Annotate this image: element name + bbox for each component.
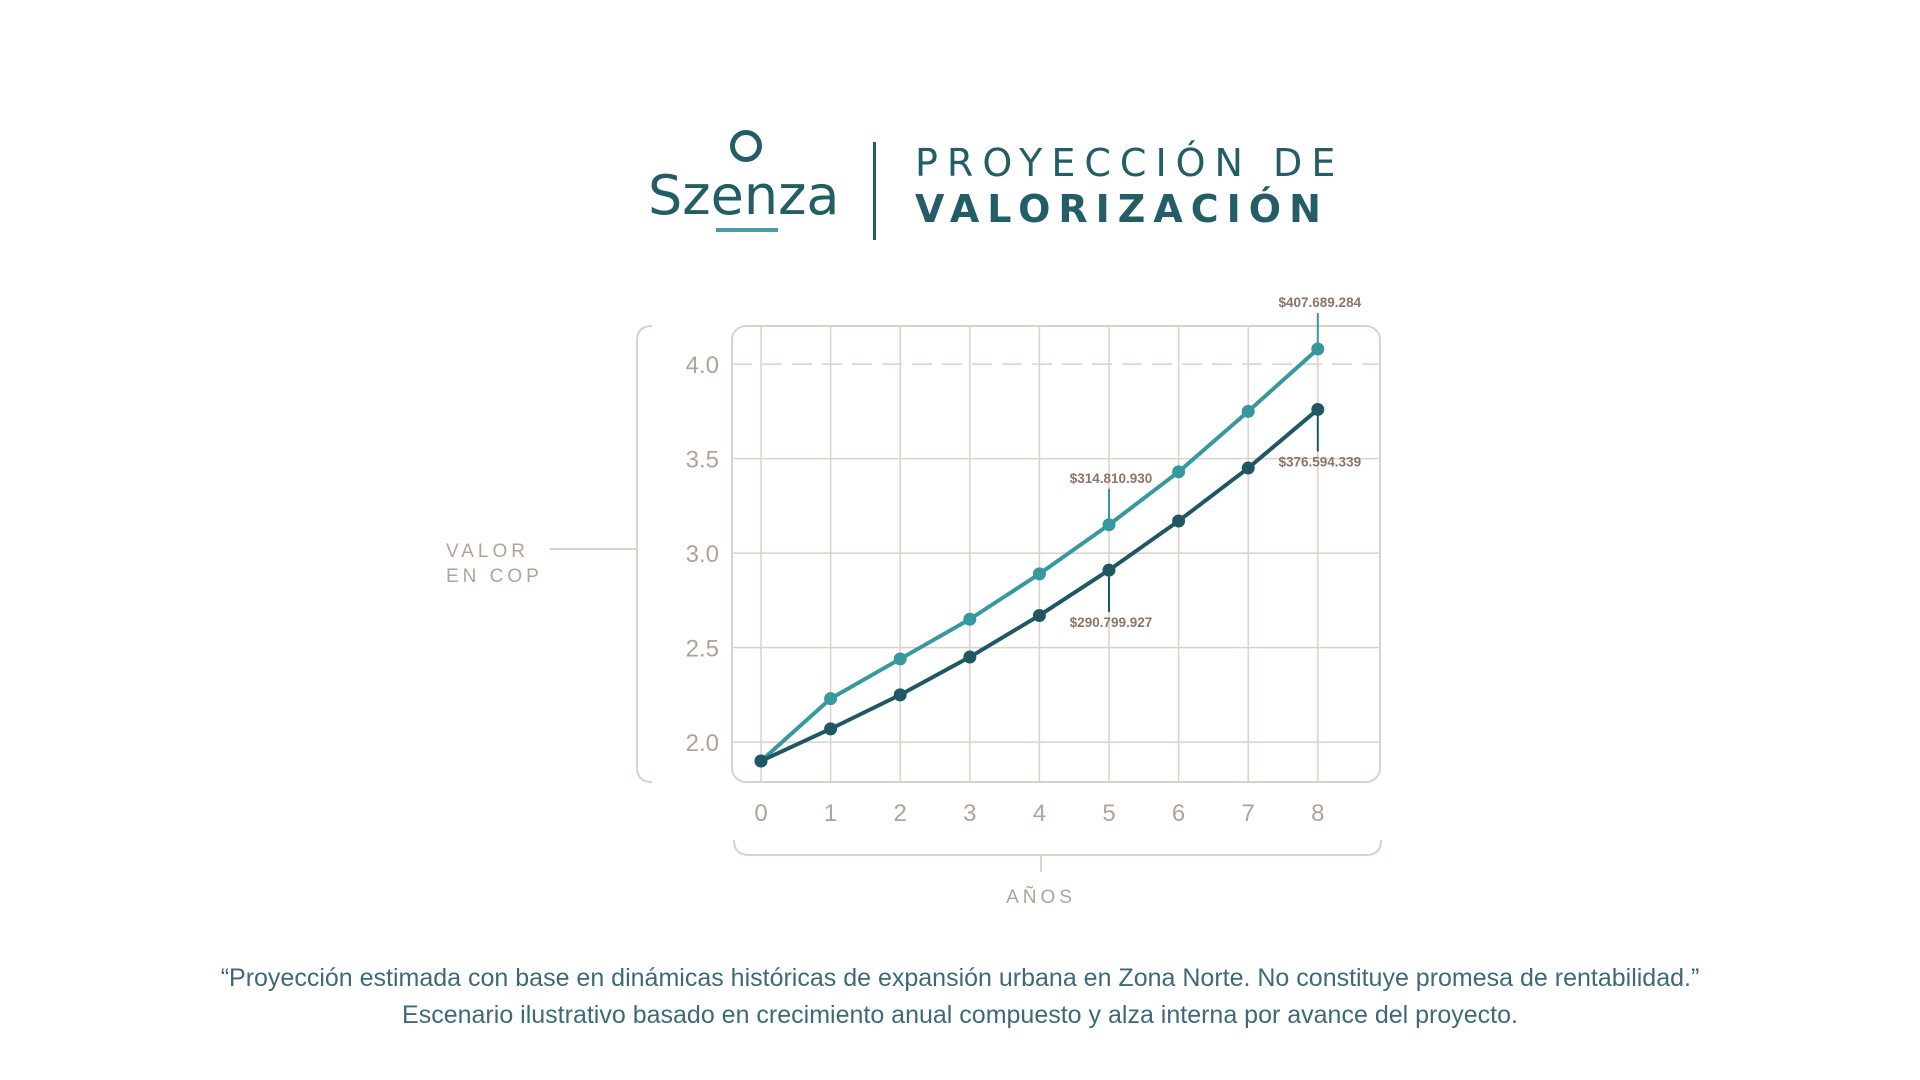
disclaimer-line-1: “Proyección estimada con base en dinámic… [220,964,1700,992]
annotation-label: $290.799.927 [1070,615,1153,630]
brand-logo: Szenza [648,126,848,246]
x-axis-bracket [733,839,1382,856]
data-point [1241,404,1255,418]
data-point [1032,608,1046,622]
x-tick-label: 0 [754,800,767,827]
data-point [824,692,838,706]
title-line-1: PROYECCIÓN DE [915,141,1345,185]
brand-ring-icon [730,130,762,162]
disclaimer-line-2: Escenario ilustrativo basado en crecimie… [402,1001,1518,1029]
data-point [1172,514,1186,528]
data-annotations: $314.810.930 $290.799.927 $407.689.284 $376… [1070,295,1362,630]
y-axis-label-line-1: VALOR [446,541,529,562]
data-point [1241,461,1255,475]
y-tick-label: 3.0 [686,541,719,568]
grid [732,326,1380,782]
annotation-label: $314.810.930 [1070,471,1153,486]
x-tick-label: 4 [1033,800,1046,827]
data-point [893,688,907,702]
title-line-2: VALORIZACIÓN [915,187,1329,231]
x-tick-label: 5 [1102,800,1115,827]
y-tick-labels: 2.0 2.5 3.0 3.5 4.0 [686,352,719,757]
x-tick-label: 8 [1311,800,1324,827]
valorization-chart: VALOR EN COP 2.0 2.5 3.0 3.5 4.0 0 1 2 3 4 5 6 7 8 A… [446,295,1382,908]
data-point [1032,567,1046,581]
y-tick-label: 4.0 [686,352,719,379]
data-point [963,612,977,626]
x-tick-label: 1 [824,800,837,827]
data-point [1172,465,1186,479]
brand-underline [716,228,778,232]
annotation-label: $407.689.284 [1279,295,1362,310]
header-divider [873,142,876,240]
y-axis-label-line-2: EN COP [446,566,543,587]
data-series [754,342,1325,768]
y-tick-label: 3.5 [686,447,719,474]
x-tick-label: 3 [963,800,976,827]
x-tick-labels: 0 1 2 3 4 5 6 7 8 [754,800,1324,827]
data-point [963,650,977,664]
y-tick-label: 2.5 [686,636,719,663]
x-tick-label: 2 [894,800,907,827]
data-point [893,652,907,666]
data-point [754,754,768,768]
x-tick-label: 6 [1172,800,1185,827]
data-point [824,722,838,736]
x-tick-label: 7 [1242,800,1255,827]
y-axis-bracket [636,325,653,783]
plot-frame [731,325,1381,783]
y-tick-label: 2.0 [686,730,719,757]
page-title: PROYECCIÓN DE VALORIZACIÓN [915,140,1344,232]
x-axis-label: AÑOS [1006,886,1076,908]
brand-name: Szenza [648,164,840,227]
annotation-label: $376.594.339 [1279,454,1362,469]
